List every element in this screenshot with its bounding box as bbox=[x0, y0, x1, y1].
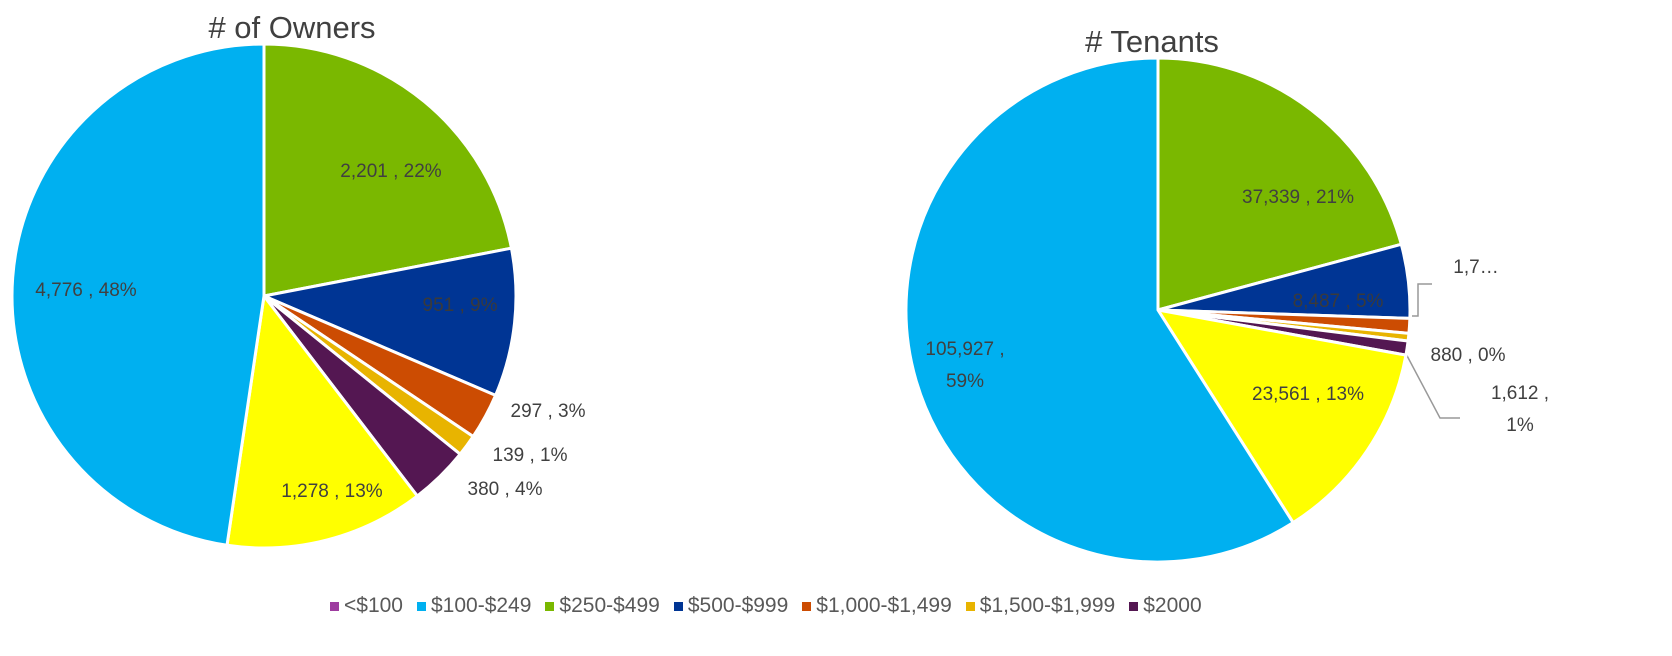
pie-slice bbox=[10, 42, 266, 547]
legend-label: $500-$999 bbox=[687, 594, 789, 617]
legend-label: $2000 bbox=[1143, 594, 1202, 617]
pie-slice bbox=[258, 246, 518, 398]
pie-slice bbox=[1154, 307, 1408, 525]
data-label: 951 , 9% bbox=[422, 295, 498, 316]
legend-swatch bbox=[965, 601, 975, 611]
legend-item: $1,000-$1,499 bbox=[802, 594, 952, 617]
leader-line bbox=[1412, 283, 1432, 317]
legend-item: $2000 bbox=[1129, 594, 1202, 617]
data-label: 1,612 , 1% bbox=[1490, 383, 1550, 436]
legend-label: $100-$249 bbox=[430, 594, 532, 617]
legend-item: $500-$999 bbox=[673, 594, 789, 617]
legend-label: <$100 bbox=[344, 594, 403, 617]
data-label: 37,339 , 21% bbox=[1242, 187, 1354, 208]
data-label: 2,201 , 22% bbox=[340, 161, 442, 182]
data-label: 1,7… bbox=[1453, 257, 1499, 278]
data-label: 880 , 0% bbox=[1430, 345, 1506, 366]
legend-swatch bbox=[802, 601, 812, 611]
pie-slice bbox=[262, 42, 514, 298]
legend-label: $250-$499 bbox=[559, 594, 660, 617]
pie-slice bbox=[225, 292, 420, 550]
leader-line bbox=[1403, 349, 1460, 419]
legend-item: $100-$249 bbox=[416, 594, 532, 617]
chart-title: # Tenants bbox=[1085, 24, 1219, 59]
legend-swatch bbox=[1129, 601, 1139, 611]
legend-swatch bbox=[673, 601, 683, 611]
legend-item: $250-$499 bbox=[545, 594, 660, 617]
data-label: 8,487 , 5% bbox=[1292, 291, 1384, 312]
legend-swatch bbox=[416, 601, 426, 611]
pie-slice bbox=[1156, 56, 1404, 312]
legend-label: $1,500-$1,999 bbox=[979, 594, 1116, 617]
data-label: 4,776 , 48% bbox=[35, 280, 137, 301]
pie-slice bbox=[904, 56, 1296, 564]
data-label: 380 , 4% bbox=[467, 479, 543, 500]
legend-item: $1,500-$1,999 bbox=[965, 594, 1116, 617]
legend: <$100 $100-$249 $250-$499 $500-$999 $1,000-$… bbox=[330, 594, 1216, 618]
legend-swatch bbox=[330, 601, 339, 611]
legend-item: <$100 bbox=[330, 594, 403, 617]
data-label: 297 , 3% bbox=[510, 401, 586, 422]
legend-swatch bbox=[545, 601, 555, 611]
data-label: 139 , 1% bbox=[492, 445, 568, 466]
data-label: 1,278 , 13% bbox=[281, 481, 383, 502]
data-label: 23,561 , 13% bbox=[1252, 384, 1364, 405]
legend-label: $1,000-$1,499 bbox=[816, 594, 952, 617]
chart-title: # of Owners bbox=[208, 10, 376, 45]
data-label: 105,927 , 59% bbox=[925, 339, 1005, 392]
